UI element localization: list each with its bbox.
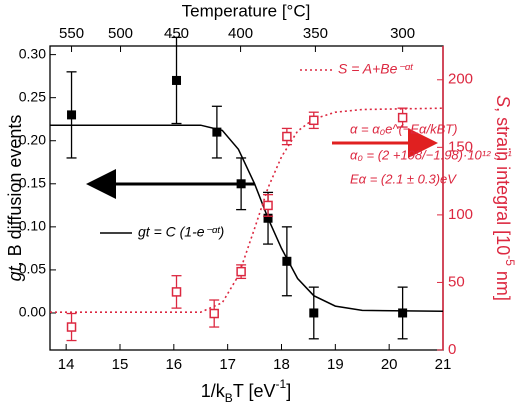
x-tick-label: 20 bbox=[381, 356, 398, 373]
y-axis-title-part: , B diffusion events bbox=[5, 115, 25, 267]
fit-line bbox=[50, 107, 444, 313]
y-tick-label: 0.25 bbox=[19, 88, 46, 104]
data-point bbox=[263, 200, 273, 211]
x-tick-label: 16 bbox=[165, 356, 182, 373]
data-point bbox=[309, 308, 319, 318]
data-point bbox=[171, 287, 182, 297]
data-point bbox=[209, 308, 219, 319]
y2-tick-label: 50 bbox=[448, 273, 465, 290]
x-axis-title-part: T [eV bbox=[233, 381, 276, 401]
data-point bbox=[236, 179, 246, 189]
x-tick-label: 15 bbox=[112, 356, 129, 373]
x-axis-title: 1/kBT [eV-1] bbox=[201, 377, 291, 405]
y-tick-label: 0.00 bbox=[19, 304, 46, 320]
top-tick-label: 350 bbox=[303, 25, 328, 42]
x-tick-label: 17 bbox=[219, 356, 236, 373]
annotation: Eα = (2.1 ± 0.3)eV bbox=[350, 171, 457, 186]
x-axis-title-part: B bbox=[225, 391, 233, 405]
y-tick-label: 0.05 bbox=[19, 261, 46, 277]
data-point bbox=[282, 256, 292, 266]
x-axis-title-part: 1/k bbox=[201, 381, 226, 401]
data-point bbox=[66, 322, 77, 332]
x-axis-title-part: ] bbox=[286, 381, 291, 401]
y-tick-label: 0.20 bbox=[19, 131, 46, 147]
top-axis-title: Temperature [°C] bbox=[182, 1, 311, 20]
data-point bbox=[236, 266, 246, 277]
data-point bbox=[398, 308, 408, 318]
x-tick-label: 21 bbox=[435, 356, 452, 373]
top-tick-label: 500 bbox=[108, 25, 133, 42]
y-axis-title: gt, B diffusion events bbox=[5, 115, 25, 282]
plot-frame bbox=[49, 45, 444, 351]
annotation: α = α₀e^(−Eα/kBT) bbox=[350, 121, 458, 136]
top-tick-label: 400 bbox=[228, 25, 253, 42]
y-tick-label: 0.15 bbox=[19, 174, 46, 190]
data-point bbox=[67, 110, 77, 120]
y-tick-label: 0.30 bbox=[19, 45, 46, 61]
top-tick-label: 300 bbox=[390, 25, 415, 42]
x-tick-label: 18 bbox=[273, 356, 290, 373]
y2-axis-title-part: , strain integral [10 bbox=[493, 107, 513, 255]
y2-tick-label: 100 bbox=[448, 206, 473, 223]
top-tick-label: 550 bbox=[59, 25, 84, 42]
data-point bbox=[172, 75, 182, 85]
x-tick-label: 14 bbox=[58, 356, 75, 373]
y2-tick-label: 150 bbox=[448, 138, 473, 155]
y2-axis-title: S, strain integral [10-5 nm] bbox=[493, 95, 517, 301]
x-axis-title-part: -1 bbox=[276, 377, 287, 391]
data-point bbox=[282, 131, 292, 142]
data-point bbox=[397, 112, 408, 123]
y2-tick-label: 200 bbox=[448, 71, 473, 88]
legend-label: S = A+Be⁻ᵅᵗ bbox=[338, 61, 414, 77]
x-tick-label: 19 bbox=[327, 356, 344, 373]
y2-tick-label: 0 bbox=[448, 341, 456, 358]
y-axis-title-part: gt bbox=[5, 265, 25, 281]
y-tick-label: 0.10 bbox=[19, 218, 46, 234]
y2-axis-title-part: nm] bbox=[493, 266, 513, 301]
top-tick-label: 450 bbox=[164, 25, 189, 42]
y2-axis-title-part: -5 bbox=[503, 255, 517, 266]
data-point bbox=[212, 127, 222, 137]
data-point bbox=[309, 115, 319, 126]
legend-label: gt = C (1-e⁻ᵅᵗ) bbox=[138, 224, 224, 240]
y2-axis-title-part: S bbox=[493, 95, 513, 107]
annotation: α₀ = (2 +198/−1.98)·10¹² s⁻¹ bbox=[350, 147, 512, 162]
